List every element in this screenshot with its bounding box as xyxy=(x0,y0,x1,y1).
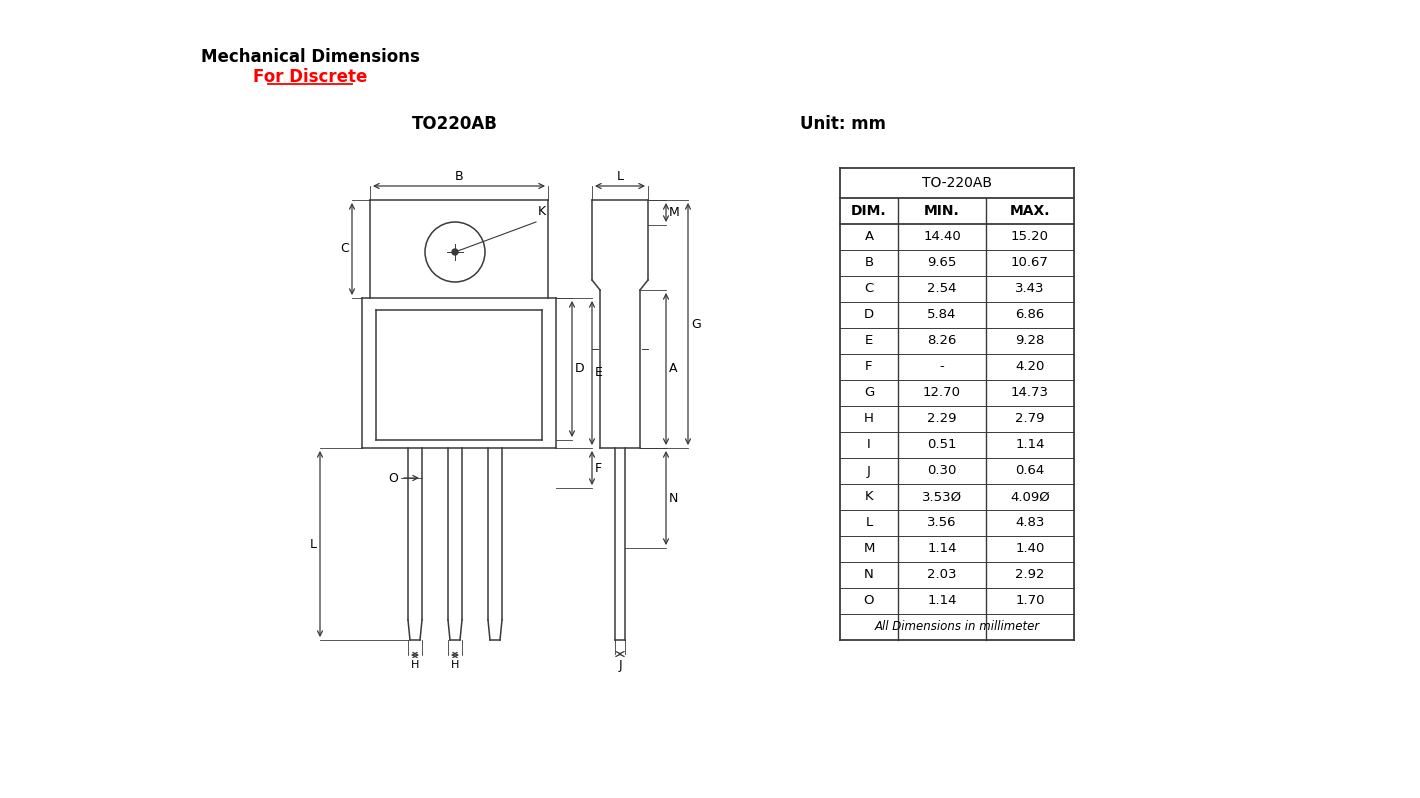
Text: 1.70: 1.70 xyxy=(1015,595,1045,607)
Text: G: G xyxy=(863,386,875,400)
Text: N: N xyxy=(669,492,679,504)
Text: L: L xyxy=(865,516,873,530)
Text: O: O xyxy=(388,472,398,484)
Text: 2.03: 2.03 xyxy=(927,568,957,582)
Text: Mechanical Dimensions: Mechanical Dimensions xyxy=(200,48,419,66)
Text: A: A xyxy=(865,231,873,243)
Text: For Discrete: For Discrete xyxy=(253,68,368,86)
Text: 14.40: 14.40 xyxy=(923,231,961,243)
Text: 1.14: 1.14 xyxy=(927,543,957,555)
Text: TO-220AB: TO-220AB xyxy=(922,176,993,190)
Text: L: L xyxy=(310,538,317,551)
Text: 15.20: 15.20 xyxy=(1011,231,1049,243)
Text: All Dimensions in millimeter: All Dimensions in millimeter xyxy=(875,621,1039,634)
Text: 2.92: 2.92 xyxy=(1015,568,1045,582)
Text: J: J xyxy=(868,464,870,477)
Text: 1.14: 1.14 xyxy=(1015,438,1045,452)
Text: M: M xyxy=(669,206,680,219)
Text: TO220AB: TO220AB xyxy=(412,115,498,133)
Text: I: I xyxy=(868,438,870,452)
Text: K: K xyxy=(538,205,547,218)
Text: 4.83: 4.83 xyxy=(1015,516,1045,530)
Text: 9.65: 9.65 xyxy=(927,256,957,270)
Text: H: H xyxy=(450,660,459,670)
Text: B: B xyxy=(454,170,463,183)
Text: E: E xyxy=(595,366,604,380)
Text: H: H xyxy=(410,660,419,670)
Text: 3.56: 3.56 xyxy=(927,516,957,530)
Text: O: O xyxy=(863,595,875,607)
Text: MIN.: MIN. xyxy=(924,204,960,218)
Text: -: - xyxy=(940,361,944,373)
Text: F: F xyxy=(865,361,873,373)
Text: D: D xyxy=(575,362,585,376)
Text: 5.84: 5.84 xyxy=(927,309,957,322)
Text: 3.43: 3.43 xyxy=(1015,282,1045,295)
Text: G: G xyxy=(692,318,700,330)
Text: 2.29: 2.29 xyxy=(927,413,957,425)
Text: 1.14: 1.14 xyxy=(927,595,957,607)
Text: 0.64: 0.64 xyxy=(1015,464,1045,477)
Text: 4.09Ø: 4.09Ø xyxy=(1010,491,1049,504)
Text: 4.20: 4.20 xyxy=(1015,361,1045,373)
Text: Unit: mm: Unit: mm xyxy=(799,115,886,133)
Text: 2.54: 2.54 xyxy=(927,282,957,295)
Text: H: H xyxy=(863,413,873,425)
Text: N: N xyxy=(865,568,873,582)
Text: 0.51: 0.51 xyxy=(927,438,957,452)
Text: K: K xyxy=(865,491,873,504)
Text: 14.73: 14.73 xyxy=(1011,386,1049,400)
Text: D: D xyxy=(863,309,875,322)
Text: A: A xyxy=(669,362,677,376)
Text: 12.70: 12.70 xyxy=(923,386,961,400)
Text: MAX.: MAX. xyxy=(1010,204,1051,218)
Text: DIM.: DIM. xyxy=(851,204,888,218)
Text: 6.86: 6.86 xyxy=(1015,309,1045,322)
Text: F: F xyxy=(595,461,602,475)
Text: J: J xyxy=(618,659,622,672)
Text: 8.26: 8.26 xyxy=(927,334,957,347)
Text: 0.30: 0.30 xyxy=(927,464,957,477)
Text: 10.67: 10.67 xyxy=(1011,256,1049,270)
Text: 2.79: 2.79 xyxy=(1015,413,1045,425)
Text: 3.53Ø: 3.53Ø xyxy=(922,491,963,504)
Text: C: C xyxy=(865,282,873,295)
Text: B: B xyxy=(865,256,873,270)
Text: 9.28: 9.28 xyxy=(1015,334,1045,347)
Text: L: L xyxy=(616,170,623,183)
Circle shape xyxy=(452,249,459,255)
Text: E: E xyxy=(865,334,873,347)
Text: 1.40: 1.40 xyxy=(1015,543,1045,555)
Text: M: M xyxy=(863,543,875,555)
Text: C: C xyxy=(341,243,349,255)
